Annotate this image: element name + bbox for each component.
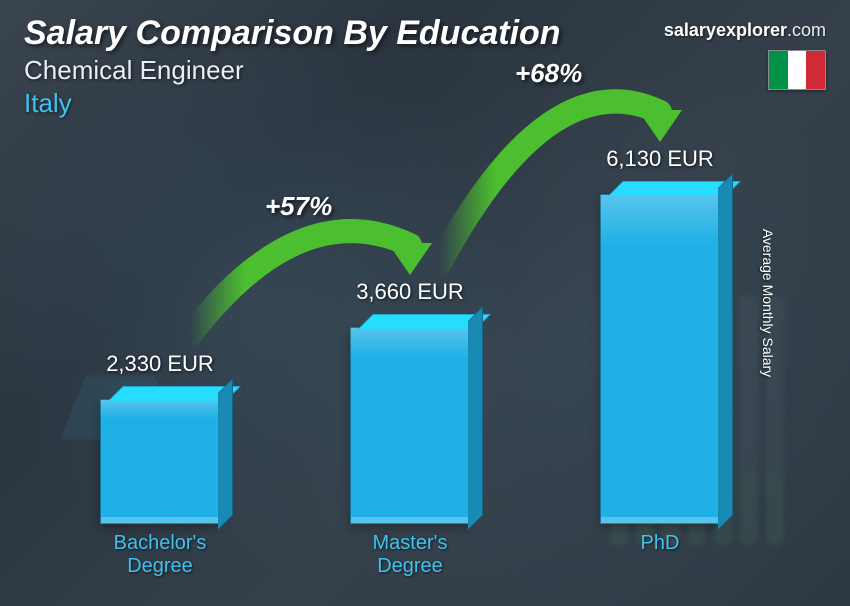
- brand-suffix: .com: [787, 20, 826, 40]
- brand-name: salaryexplorer: [664, 20, 787, 40]
- bar: [600, 194, 720, 524]
- bar: [100, 399, 220, 524]
- country-flag-icon: [768, 50, 826, 90]
- bar-category-label: Bachelor's Degree: [80, 532, 240, 578]
- bar-category-label: PhD: [580, 532, 740, 555]
- chart-title: Salary Comparison By Education: [24, 14, 561, 53]
- bar-value-label: 3,660 EUR: [356, 279, 464, 305]
- bar-chart: 2,330 EURBachelor's Degree 3,660 EURMaste…: [60, 92, 780, 572]
- bar: [350, 327, 470, 524]
- bar-value-label: 6,130 EUR: [606, 146, 714, 172]
- bar-group: 6,130 EURPhD: [600, 146, 720, 524]
- bar-category-label: Master's Degree: [330, 532, 490, 578]
- increase-label: +68%: [515, 58, 582, 89]
- bar-group: 3,660 EURMaster's Degree: [350, 279, 470, 524]
- bar-group: 2,330 EURBachelor's Degree: [100, 351, 220, 524]
- subtitle-job: Chemical Engineer: [24, 55, 561, 86]
- increase-label: +57%: [265, 191, 332, 222]
- flag-stripe-3: [806, 51, 825, 89]
- brand-watermark: salaryexplorer.com: [664, 20, 826, 41]
- flag-stripe-2: [788, 51, 807, 89]
- bar-value-label: 2,330 EUR: [106, 351, 214, 377]
- flag-stripe-1: [769, 51, 788, 89]
